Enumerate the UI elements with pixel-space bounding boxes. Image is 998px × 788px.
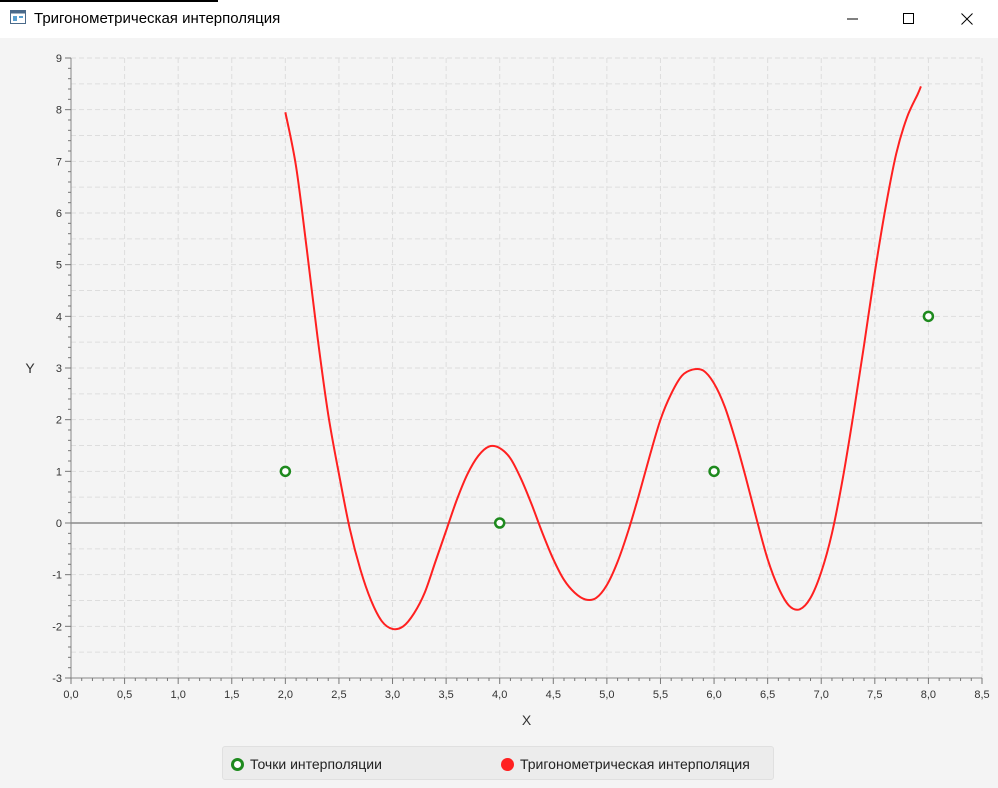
y-tick-label: 6 <box>56 208 62 220</box>
x-tick-label: 5,0 <box>599 689 614 701</box>
legend-item-trig-interpolation[interactable]: Тригонометрическая интерполяция <box>501 755 750 773</box>
y-tick-label: 9 <box>56 53 62 65</box>
legend-label: Тригонометрическая интерполяция <box>520 756 750 772</box>
x-tick-label: 2,0 <box>278 689 293 701</box>
window-title: Тригонометрическая интерполяция <box>34 10 281 27</box>
app-window-icon <box>10 10 26 24</box>
chart-legend: Точки интерполяции Тригонометрическая ин… <box>222 746 774 780</box>
y-tick-label: 8 <box>56 105 62 117</box>
close-button[interactable] <box>944 0 990 38</box>
y-axis-label: Y <box>25 360 35 376</box>
x-tick-label: 1,5 <box>224 689 239 701</box>
x-tick-label: 4,5 <box>546 689 561 701</box>
y-tick-label: 5 <box>56 260 62 272</box>
data-point-interpolation <box>279 465 292 478</box>
x-tick-label: 6,0 <box>706 689 721 701</box>
title-bar: Тригонометрическая интерполяция <box>0 0 998 38</box>
legend-symbol-filled-circle <box>501 757 514 771</box>
minimize-button[interactable] <box>830 0 876 38</box>
x-tick-label: 0,0 <box>63 689 78 701</box>
x-tick-label: 6,5 <box>760 689 775 701</box>
x-tick-label: 8,0 <box>921 689 936 701</box>
title-accent-bar <box>0 0 218 2</box>
chart-grid <box>70 57 983 679</box>
chart: -3 -2 -1 0 1 2 3 4 5 6 7 8 9 0,0 0,5 1,0 1,5 2,0 2,5 3,0 3,5… <box>25 53 989 728</box>
legend-label: Точки интерполяции <box>250 756 382 772</box>
data-point-interpolation <box>493 517 506 529</box>
chart-axes: -3 -2 -1 0 1 2 3 4 5 6 7 8 9 0,0 0,5 1,0 1,5 2,0 2,5 3,0 3,5… <box>52 53 989 701</box>
maximize-button[interactable] <box>886 0 932 38</box>
x-tick-label: 4,0 <box>492 689 507 701</box>
legend-symbol-hollow-circle <box>231 757 244 771</box>
x-tick-label: 1,0 <box>171 689 186 701</box>
x-tick-label: 7,0 <box>814 689 829 701</box>
x-tick-label: 3,5 <box>438 689 453 701</box>
y-tick-label: 3 <box>56 363 62 375</box>
x-tick-label: 2,5 <box>331 689 346 701</box>
y-tick-label: 4 <box>56 311 62 323</box>
minimize-icon <box>847 18 858 20</box>
y-tick-label: -3 <box>52 673 62 685</box>
data-point-interpolation <box>922 310 935 323</box>
y-tick-label: -2 <box>52 621 62 633</box>
maximize-icon <box>903 13 914 24</box>
data-point-interpolation <box>708 465 720 478</box>
y-tick-label: 0 <box>56 518 62 530</box>
close-icon <box>961 13 973 25</box>
legend-item-interpolation-points[interactable]: Точки интерполяции <box>231 755 382 773</box>
series-line-trig-interpolation <box>284 86 922 631</box>
y-tick-label: 7 <box>56 156 62 168</box>
y-tick-label: 1 <box>56 466 62 478</box>
x-tick-label: 8,5 <box>974 689 989 701</box>
x-tick-label: 5,5 <box>653 689 668 701</box>
x-axis-label: X <box>522 712 532 728</box>
chart-series <box>279 86 935 631</box>
x-tick-label: 7,5 <box>867 689 882 701</box>
y-tick-label: -1 <box>52 570 62 582</box>
x-tick-label: 3,0 <box>385 689 400 701</box>
x-tick-label: 0,5 <box>117 689 132 701</box>
y-tick-label: 2 <box>56 415 62 427</box>
